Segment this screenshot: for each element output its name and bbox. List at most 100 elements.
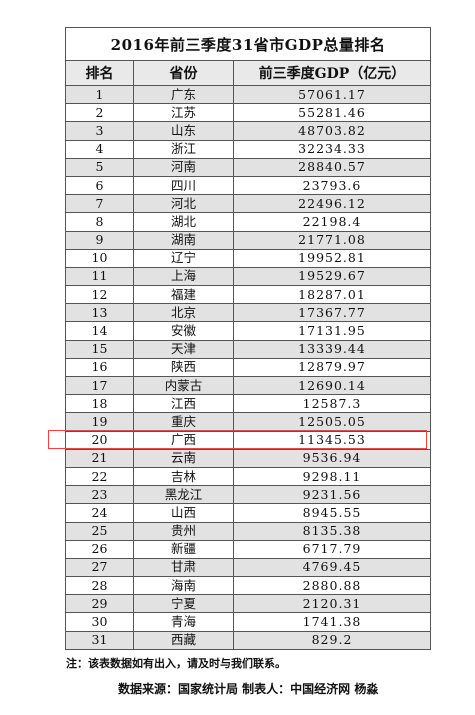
- rank-cell: 16: [65, 357, 134, 378]
- data-source: 数据来源：国家统计局 制表人：中国经济网 杨淼: [118, 682, 379, 696]
- table-title-row: 2016年前三季度31省市GDP总量排名: [64, 27, 432, 61]
- gdp-cell: 2880.88: [232, 576, 432, 596]
- table-row: 4 浙江 32234.33: [65, 139, 432, 159]
- table-row: 13 北京 17367.77: [65, 303, 432, 323]
- gdp-cell: 21771.08: [232, 230, 432, 250]
- province-cell: 上海: [133, 266, 234, 287]
- rank-cell: 17: [65, 375, 134, 396]
- gdp-cell: 55281.46: [232, 103, 432, 123]
- table-row: 21 云南 9536.94: [65, 448, 432, 468]
- gdp-cell: 13339.44: [232, 339, 432, 359]
- gdp-cell: 1741.38: [232, 612, 432, 632]
- province-cell: 陕西: [133, 357, 234, 378]
- table-row: 8 湖北 22198.4: [65, 212, 432, 232]
- province-cell: 江西: [133, 394, 234, 414]
- gdp-cell: 2120.31: [232, 594, 432, 614]
- rank-cell: 4: [65, 139, 134, 159]
- gdp-cell: 9298.11: [232, 466, 432, 487]
- gdp-cell: 12587.3: [232, 394, 432, 414]
- gdp-cell: 17367.77: [232, 303, 432, 323]
- gdp-cell: 12879.97: [232, 357, 432, 378]
- table-row: 29 宁夏 2120.31: [65, 594, 432, 614]
- table-row: 24 山西 8945.55: [65, 503, 432, 523]
- header-province: 省份: [133, 60, 234, 86]
- rank-cell: 31: [65, 630, 134, 650]
- table-row: 14 安徽 17131.95: [65, 321, 432, 341]
- province-cell: 吉林: [133, 466, 234, 487]
- table-row: 2 江苏 55281.46: [65, 103, 432, 123]
- rank-cell: 7: [65, 194, 134, 214]
- province-cell: 贵州: [133, 521, 234, 541]
- rank-cell: 30: [65, 612, 134, 632]
- gdp-cell: 22496.12: [232, 194, 432, 214]
- gdp-cell: 28840.57: [232, 157, 432, 177]
- gdp-ranking-table-container: 2016年前三季度31省市GDP总量排名 排名 省份 前三季度GDP（亿元） 1…: [64, 27, 432, 650]
- rank-cell: 3: [65, 121, 134, 141]
- rank-cell: 1: [65, 84, 134, 105]
- province-cell: 重庆: [133, 412, 234, 432]
- gdp-cell: 8135.38: [232, 521, 432, 541]
- gdp-cell: 12505.05: [232, 412, 432, 432]
- rank-cell: 6: [65, 175, 134, 196]
- table-row: 17 内蒙古 12690.14: [65, 375, 432, 396]
- province-cell: 海南: [133, 576, 234, 596]
- rank-cell: 26: [65, 539, 134, 559]
- province-cell: 天津: [133, 339, 234, 359]
- province-cell: 浙江: [133, 139, 234, 159]
- gdp-cell: 32234.33: [232, 139, 432, 159]
- province-cell: 江苏: [133, 103, 234, 123]
- table-row: 26 新疆 6717.79: [65, 539, 432, 559]
- table-row: 9 湖南 21771.08: [65, 230, 432, 250]
- rank-cell: 28: [65, 576, 134, 596]
- table-row: 27 甘肃 4769.45: [65, 557, 432, 578]
- province-cell: 新疆: [133, 539, 234, 559]
- table-row: 30 青海 1741.38: [65, 612, 432, 632]
- table-row: 3 山东 48703.82: [65, 121, 432, 141]
- rank-cell: 11: [65, 266, 134, 287]
- table-row: 11 上海 19529.67: [65, 266, 432, 287]
- header-rank: 排名: [65, 60, 134, 86]
- rank-cell: 2: [65, 103, 134, 123]
- province-cell: 安徽: [133, 321, 234, 341]
- gdp-cell: 9231.56: [232, 485, 432, 505]
- rank-cell: 25: [65, 521, 134, 541]
- gdp-cell: 22198.4: [232, 212, 432, 232]
- table-row: 19 重庆 12505.05: [65, 412, 432, 432]
- province-cell: 广西: [133, 430, 234, 450]
- province-cell: 西藏: [133, 630, 234, 650]
- province-cell: 福建: [133, 285, 234, 305]
- province-cell: 湖北: [133, 212, 234, 232]
- province-cell: 甘肃: [133, 557, 234, 578]
- province-cell: 青海: [133, 612, 234, 632]
- rank-cell: 29: [65, 594, 134, 614]
- gdp-ranking-table: 2016年前三季度31省市GDP总量排名 排名 省份 前三季度GDP（亿元） 1…: [64, 27, 432, 650]
- gdp-cell: 23793.6: [232, 175, 432, 196]
- gdp-cell: 48703.82: [232, 121, 432, 141]
- table-row: 16 陕西 12879.97: [65, 357, 432, 378]
- gdp-cell: 18287.01: [232, 285, 432, 305]
- rank-cell: 20: [65, 430, 134, 450]
- rank-cell: 13: [65, 303, 134, 323]
- table-row: 28 海南 2880.88: [65, 576, 432, 596]
- rank-cell: 9: [65, 230, 134, 250]
- province-cell: 四川: [133, 175, 234, 196]
- rank-cell: 24: [65, 503, 134, 523]
- table-row: 25 贵州 8135.38: [65, 521, 432, 541]
- table-row: 18 江西 12587.3: [65, 394, 432, 414]
- province-cell: 山东: [133, 121, 234, 141]
- rank-cell: 8: [65, 212, 134, 232]
- table-row: 10 辽宁 19952.81: [65, 248, 432, 268]
- province-cell: 湖南: [133, 230, 234, 250]
- gdp-cell: 9536.94: [232, 448, 432, 468]
- rank-cell: 10: [65, 248, 134, 268]
- table-row: 22 吉林 9298.11: [65, 466, 432, 487]
- rank-cell: 18: [65, 394, 134, 414]
- rank-cell: 22: [65, 466, 134, 487]
- header-gdp: 前三季度GDP（亿元）: [232, 60, 432, 86]
- gdp-cell: 19529.67: [232, 266, 432, 287]
- province-cell: 辽宁: [133, 248, 234, 268]
- rank-cell: 21: [65, 448, 134, 468]
- rank-cell: 12: [65, 285, 134, 305]
- gdp-cell: 57061.17: [232, 84, 432, 105]
- province-cell: 山西: [133, 503, 234, 523]
